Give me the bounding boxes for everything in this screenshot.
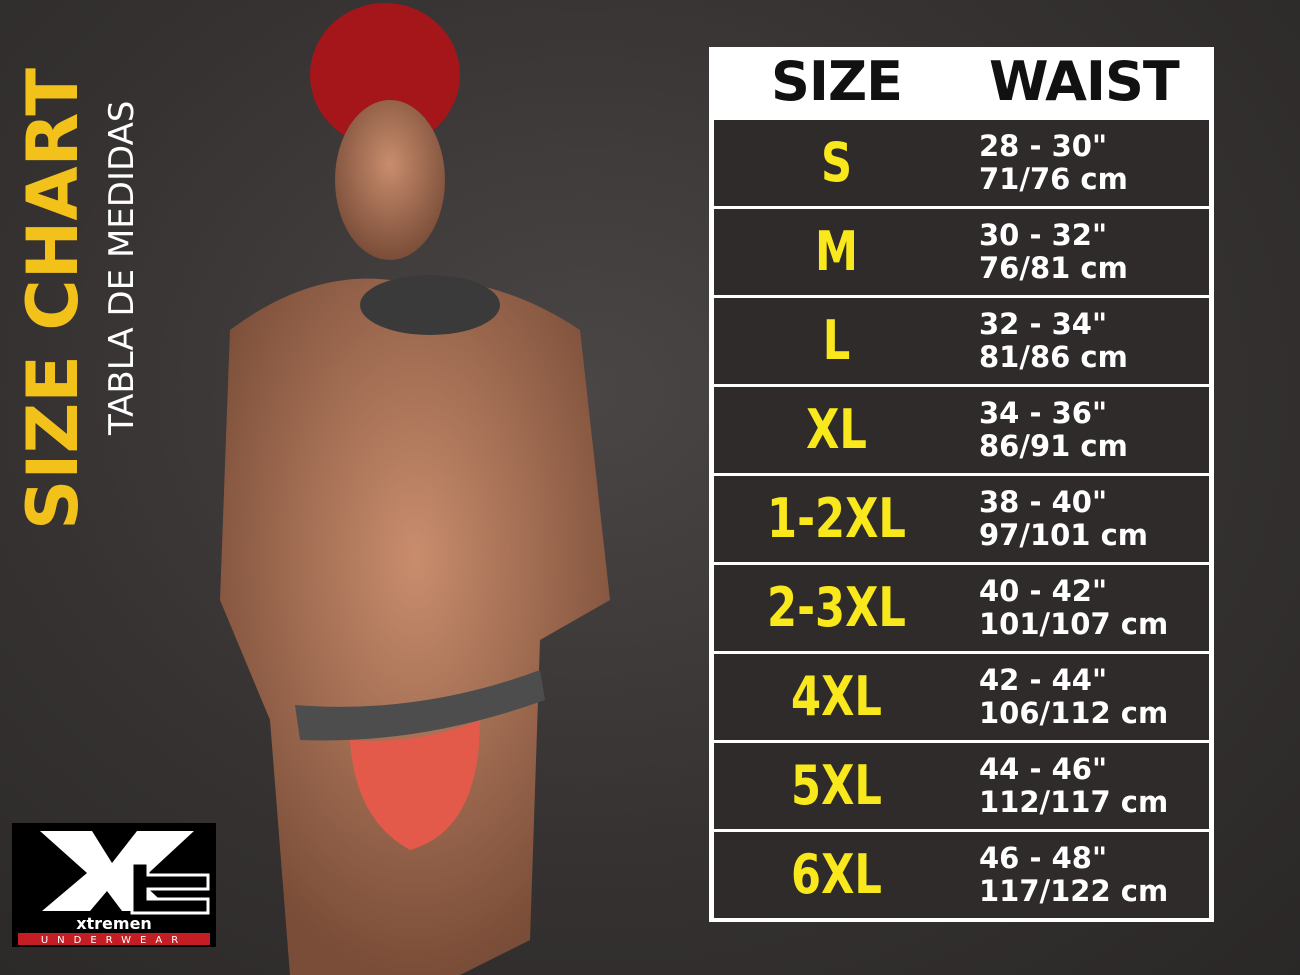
size-label: 1-2XL xyxy=(767,487,906,550)
torso xyxy=(220,278,610,975)
waist-value: 42 - 44" 106/112 cm xyxy=(959,662,1209,731)
waist-value: 40 - 42" 101/107 cm xyxy=(959,573,1209,642)
waist-cm: 112/117 cm xyxy=(979,785,1169,819)
waist-inches: 34 - 36" xyxy=(979,395,1108,430)
size-label: S xyxy=(820,131,853,194)
goggles xyxy=(360,275,500,335)
size-label: 2-3XL xyxy=(767,576,906,639)
waist-cm: 76/81 cm xyxy=(979,251,1128,285)
table-row: L 32 - 34" 81/86 cm xyxy=(714,298,1209,384)
waist-value: 38 - 40" 97/101 cm xyxy=(959,484,1209,553)
size-label: L xyxy=(822,309,851,372)
size-label: XL xyxy=(806,398,867,461)
table-header: SIZE WAIST xyxy=(714,47,1209,117)
table-row: 1-2XL 38 - 40" 97/101 cm xyxy=(714,476,1209,562)
size-table: SIZE WAIST S 28 - 30" 71/76 cm M 30 - 32" 76/… xyxy=(709,47,1214,922)
waist-value: 32 - 34" 81/86 cm xyxy=(959,306,1209,375)
brand-logo: xtremen UNDERWEAR xyxy=(12,823,216,947)
size-label: 4XL xyxy=(791,665,882,728)
table-row: S 28 - 30" 71/76 cm xyxy=(714,120,1209,206)
waist-value: 46 - 48" 117/122 cm xyxy=(959,840,1209,909)
table-row: 4XL 42 - 44" 106/112 cm xyxy=(714,654,1209,740)
size-label: 5XL xyxy=(791,754,882,817)
waist-value: 28 - 30" 71/76 cm xyxy=(959,128,1209,197)
waist-inches: 44 - 46" xyxy=(979,751,1108,786)
waistband xyxy=(295,670,545,741)
brand-tagline: UNDERWEAR xyxy=(41,935,187,946)
header-size: SIZE xyxy=(770,50,903,113)
waist-inches: 46 - 48" xyxy=(979,840,1108,875)
waist-inches: 42 - 44" xyxy=(979,662,1108,697)
waist-inches: 38 - 40" xyxy=(979,484,1108,519)
table-row: 6XL 46 - 48" 117/122 cm xyxy=(714,832,1209,918)
waist-cm: 117/122 cm xyxy=(979,874,1169,908)
waist-cm: 101/107 cm xyxy=(979,607,1169,641)
waist-value: 34 - 36" 86/91 cm xyxy=(959,395,1209,464)
pouch xyxy=(350,720,480,850)
waist-inches: 32 - 34" xyxy=(979,306,1108,341)
waist-cm: 86/91 cm xyxy=(979,429,1128,463)
waist-value: 30 - 32" 76/81 cm xyxy=(959,217,1209,286)
size-label: 6XL xyxy=(791,843,882,906)
waist-inches: 28 - 30" xyxy=(979,128,1108,163)
waist-inches: 40 - 42" xyxy=(979,573,1108,608)
waist-cm: 71/76 cm xyxy=(979,162,1128,196)
brand-name: xtremen xyxy=(76,914,152,933)
size-label: M xyxy=(815,220,858,283)
waist-inches: 30 - 32" xyxy=(979,217,1108,252)
table-row: 2-3XL 40 - 42" 101/107 cm xyxy=(714,565,1209,651)
table-row: M 30 - 32" 76/81 cm xyxy=(714,209,1209,295)
model-photo xyxy=(220,3,610,975)
waist-cm: 97/101 cm xyxy=(979,518,1148,552)
waist-cm: 81/86 cm xyxy=(979,340,1128,374)
size-chart-title: SIZE CHART xyxy=(12,67,94,530)
header-waist: WAIST xyxy=(989,50,1180,113)
helmet xyxy=(310,3,460,147)
waist-value: 44 - 46" 112/117 cm xyxy=(959,751,1209,820)
head xyxy=(335,100,445,260)
table-row: XL 34 - 36" 86/91 cm xyxy=(714,387,1209,473)
table-row: 5XL 44 - 46" 112/117 cm xyxy=(714,743,1209,829)
waist-cm: 106/112 cm xyxy=(979,696,1169,730)
size-chart-subtitle: TABLA DE MEDIDAS xyxy=(102,100,142,435)
